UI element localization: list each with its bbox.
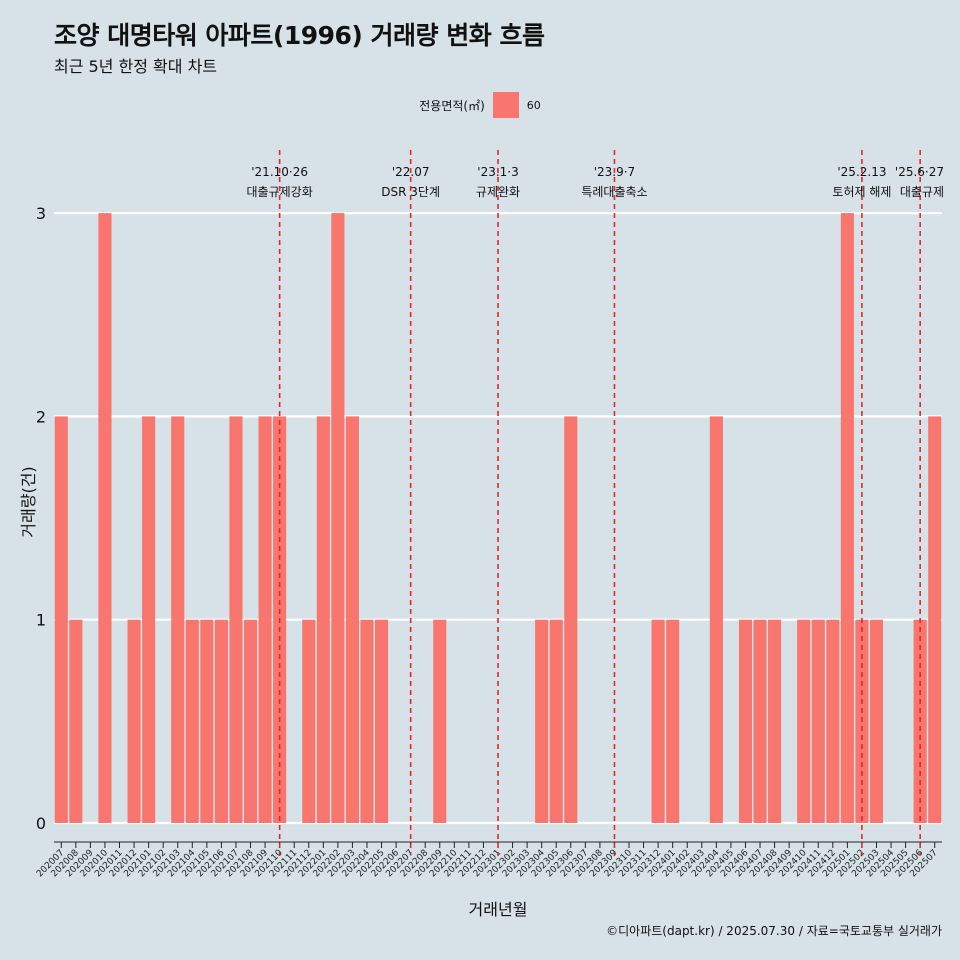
bar xyxy=(549,619,563,823)
legend-item-label: 60 xyxy=(526,98,541,112)
bar xyxy=(738,619,753,823)
x-axis-title: 거래년월 xyxy=(469,900,528,919)
bar xyxy=(753,619,767,823)
annotation-label: 대출규제강화 xyxy=(247,185,313,199)
annotation-label: DSR 3단계 xyxy=(381,185,440,199)
bar xyxy=(666,619,680,823)
bar xyxy=(171,416,185,823)
bar xyxy=(243,619,258,823)
bar xyxy=(374,619,389,823)
bar xyxy=(433,619,447,823)
annotation-label: 토허제 해제 xyxy=(832,185,891,199)
chart-caption: ©디아파트(dapt.kr) / 2025.07.30 / 자료=국토교통부 실… xyxy=(606,924,942,938)
chart-subtitle: 최근 5년 한정 확대 차트 xyxy=(54,57,218,76)
bar xyxy=(258,416,272,823)
legend-key-swatch xyxy=(492,92,519,118)
bar xyxy=(360,619,374,823)
annotation-label: 특례대출축소 xyxy=(581,185,647,199)
annotation-date: '23.9·7 xyxy=(594,165,635,179)
bar xyxy=(98,213,112,824)
annotation-date: '23.1·3 xyxy=(477,165,518,179)
chart-title: 조양 대명타워 아파트(1996) 거래량 변화 흐름 xyxy=(54,21,545,50)
bar xyxy=(826,619,840,823)
annotation-date: '25.6·27 xyxy=(895,165,944,179)
bar xyxy=(869,619,884,823)
bar xyxy=(928,416,942,823)
y-axis-title: 거래량(건) xyxy=(19,466,38,537)
bar xyxy=(54,416,68,823)
bar xyxy=(768,619,782,823)
bar xyxy=(316,416,330,823)
bar xyxy=(345,416,359,823)
annotation-date: '25.2.13 xyxy=(837,165,886,179)
bar xyxy=(200,619,214,823)
y-tick-label: 2 xyxy=(36,407,46,426)
bar xyxy=(564,416,578,823)
bar xyxy=(535,619,549,823)
bar xyxy=(811,619,825,823)
bar xyxy=(709,416,723,823)
legend-title: 전용면적(㎡) xyxy=(419,98,485,113)
bar xyxy=(797,619,811,823)
annotation-label: 규제완화 xyxy=(476,185,520,199)
y-tick-label: 1 xyxy=(36,611,46,630)
annotation-date: '22.07 xyxy=(392,165,430,179)
legend: 전용면적(㎡) 60 xyxy=(0,92,960,118)
bar xyxy=(331,213,345,824)
bar xyxy=(302,619,316,823)
y-tick-label: 3 xyxy=(36,204,46,223)
bar xyxy=(127,619,141,823)
y-tick-label: 0 xyxy=(36,814,46,833)
annotation-date: '21.10·26 xyxy=(251,165,308,179)
bar xyxy=(651,619,665,823)
bar xyxy=(185,619,199,823)
bar xyxy=(840,213,854,824)
bar xyxy=(214,619,228,823)
bar xyxy=(142,416,156,823)
annotation-label: 대출규제 xyxy=(900,185,944,199)
bar xyxy=(69,619,83,823)
bar xyxy=(229,416,243,823)
